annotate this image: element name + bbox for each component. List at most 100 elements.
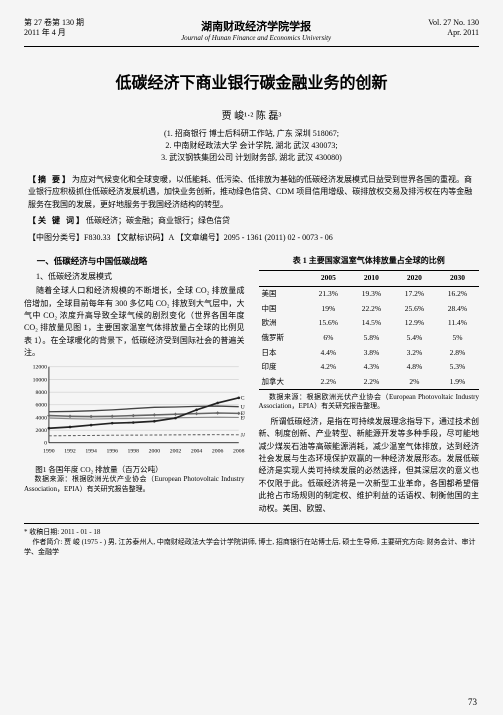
table-row: 欧洲15.6%14.5%12.9%11.4% xyxy=(259,316,480,331)
authors: 贾 峻¹·² 陈 磊³ xyxy=(24,107,479,122)
date-cn: 2011 年 4 月 xyxy=(24,28,84,38)
table-cell: 4.3% xyxy=(350,360,393,375)
table-cell: 4.8% xyxy=(393,360,436,375)
table-cell: 欧洲 xyxy=(259,316,307,331)
chart-caption: 图1 各国年度 CO₂ 排放量（百万公吨） xyxy=(24,465,245,476)
vol-issue-en: Vol. 27 No. 130 xyxy=(428,18,479,28)
table-row: 印度4.2%4.3%4.8%5.3% xyxy=(259,360,480,375)
table-cell: 19% xyxy=(307,301,350,316)
table-cell: 14.5% xyxy=(350,316,393,331)
date-en: Apr. 2011 xyxy=(428,28,479,38)
co2-emissions-chart: 0200040006000800010000120001990199219941… xyxy=(24,363,245,458)
svg-text:1990: 1990 xyxy=(43,449,55,455)
table-row: 美国21.3%19.3%17.2%16.2% xyxy=(259,286,480,301)
table-cell: 28.4% xyxy=(436,301,479,316)
table-cell: 3.2% xyxy=(393,345,436,360)
table-cell: 5.8% xyxy=(350,330,393,345)
table-row: 日本4.4%3.8%3.2%2.8% xyxy=(259,345,480,360)
table-cell: 日本 xyxy=(259,345,307,360)
svg-text:8000: 8000 xyxy=(36,391,48,397)
svg-text:JAPAN: JAPAN xyxy=(241,433,245,439)
svg-text:10000: 10000 xyxy=(33,378,48,384)
table-cell: 16.2% xyxy=(436,286,479,301)
classification-line: 【中图分类号】F830.33 【文献标识码】A 【文章编号】2095 - 136… xyxy=(24,232,479,243)
table-caption: 表 1 主要国家温室气体排放量占全球的比例 xyxy=(259,255,480,267)
table-cell: 11.4% xyxy=(436,316,479,331)
section-heading: 一、低碳经济与中国低碳战略 xyxy=(24,255,245,268)
page-number: 73 xyxy=(468,697,477,707)
svg-text:1998: 1998 xyxy=(128,449,140,455)
table-cell: 2.2% xyxy=(350,374,393,389)
right-para: 所谓低碳经济，是指在可持续发展理念指导下，通过技术创新、制度创新、产业转型、新能… xyxy=(259,416,480,515)
table-cell: 5.4% xyxy=(393,330,436,345)
vol-issue-cn: 第 27 卷第 130 期 xyxy=(24,18,84,28)
table-cell: 4.4% xyxy=(307,345,350,360)
svg-text:EUROPE: EUROPE xyxy=(241,412,245,418)
svg-text:2004: 2004 xyxy=(191,449,203,455)
table-cell: 21.3% xyxy=(307,286,350,301)
table-cell: 5.3% xyxy=(436,360,479,375)
abstract-text: 为应对气候变化和全球变暖，以低能耗、低污染、低排放为基础的低碳经济发展模式日益受… xyxy=(28,175,472,209)
svg-text:US: US xyxy=(241,405,245,411)
svg-text:1992: 1992 xyxy=(64,449,76,455)
journal-header: 第 27 卷第 130 期 2011 年 4 月 湖南财政经济学院学报 Jour… xyxy=(24,18,479,47)
header-center: 湖南财政经济学院学报 Journal of Hunan Finance and … xyxy=(84,18,428,42)
left-column: 一、低碳经济与中国低碳战略 1、低碳经济发展模式 随着全球人口和经济规模的不断增… xyxy=(24,255,245,515)
table-header-cell: 2010 xyxy=(350,270,393,286)
footnote-block: * 收稿日期: 2011 - 01 - 18 作者简介: 贾 峻 (1975 -… xyxy=(24,523,479,557)
subsection-heading: 1、低碳经济发展模式 xyxy=(24,271,245,283)
table-header-row: 2005201020202030 xyxy=(259,270,480,286)
table-cell: 印度 xyxy=(259,360,307,375)
affil-3: 3. 武汉钢铁集团公司 计划财务部, 湖北 武汉 430080) xyxy=(24,152,479,164)
svg-text:1996: 1996 xyxy=(106,449,118,455)
svg-text:6000: 6000 xyxy=(36,403,48,409)
paper-title: 低碳经济下商业银行碳金融业务的创新 xyxy=(24,69,479,93)
journal-name-cn: 湖南财政经济学院学报 xyxy=(84,18,428,34)
table-cell: 12.9% xyxy=(393,316,436,331)
affiliations: (1. 招商银行 博士后科研工作站, 广东 深圳 518067; 2. 中南财经… xyxy=(24,128,479,164)
chart-note: 数据来源：根据欧洲光伏产业协会（European Photovoltaic In… xyxy=(24,475,245,494)
ghg-share-table: 2005201020202030 美国21.3%19.3%17.2%16.2%中… xyxy=(259,270,480,390)
table-cell: 2.8% xyxy=(436,345,479,360)
table-cell: 2.2% xyxy=(307,374,350,389)
table-cell: 2% xyxy=(393,374,436,389)
table-header-cell xyxy=(259,270,307,286)
table-cell: 俄罗斯 xyxy=(259,330,307,345)
table-cell: 3.8% xyxy=(350,345,393,360)
table-cell: 4.2% xyxy=(307,360,350,375)
svg-text:12000: 12000 xyxy=(33,365,48,371)
svg-text:2008: 2008 xyxy=(233,449,244,455)
svg-text:2002: 2002 xyxy=(170,449,182,455)
left-para-1: 随着全球人口和经济规模的不断增长，全球 CO₂ 排放量成倍增加，全球目前每年有 … xyxy=(24,285,245,359)
table-cell: 6% xyxy=(307,330,350,345)
svg-text:2000: 2000 xyxy=(36,429,48,435)
journal-name-en: Journal of Hunan Finance and Economics U… xyxy=(84,34,428,42)
svg-text:CHINA: CHINA xyxy=(241,396,245,402)
table-cell: 中国 xyxy=(259,301,307,316)
abstract: 【摘 要】为应对气候变化和全球变暖，以低能耗、低污染、低排放为基础的低碳经济发展… xyxy=(24,174,479,211)
svg-text:1994: 1994 xyxy=(85,449,97,455)
table-header-cell: 2030 xyxy=(436,270,479,286)
table-header-cell: 2020 xyxy=(393,270,436,286)
keywords-label: 【关 键 词】 xyxy=(28,216,86,225)
header-left: 第 27 卷第 130 期 2011 年 4 月 xyxy=(24,18,84,39)
table-row: 俄罗斯6%5.8%5.4%5% xyxy=(259,330,480,345)
keywords: 【关 键 词】低碳经济；碳金融；商业银行；绿色信贷 xyxy=(24,215,479,227)
svg-text:2006: 2006 xyxy=(212,449,224,455)
table-cell: 19.3% xyxy=(350,286,393,301)
table-cell: 15.6% xyxy=(307,316,350,331)
svg-text:4000: 4000 xyxy=(36,416,48,422)
affil-1: (1. 招商银行 博士后科研工作站, 广东 深圳 518067; xyxy=(24,128,479,140)
author-bio: 作者简介: 贾 峻 (1975 - ) 男, 江苏泰州人, 中南财经政法大学会计… xyxy=(24,537,479,557)
table-cell: 17.2% xyxy=(393,286,436,301)
table-cell: 5% xyxy=(436,330,479,345)
affil-2: 2. 中南财经政法大学 会计学院, 湖北 武汉 430073; xyxy=(24,140,479,152)
svg-text:2000: 2000 xyxy=(149,449,161,455)
table-note: 数据来源：根据欧洲光伏产业协会（European Photovoltaic In… xyxy=(259,393,480,412)
right-column: 表 1 主要国家温室气体排放量占全球的比例 2005201020202030 美… xyxy=(259,255,480,515)
table-header-cell: 2005 xyxy=(307,270,350,286)
table-cell: 22.2% xyxy=(350,301,393,316)
table-cell: 1.9% xyxy=(436,374,479,389)
abstract-label: 【摘 要】 xyxy=(28,175,72,184)
table-cell: 加拿大 xyxy=(259,374,307,389)
